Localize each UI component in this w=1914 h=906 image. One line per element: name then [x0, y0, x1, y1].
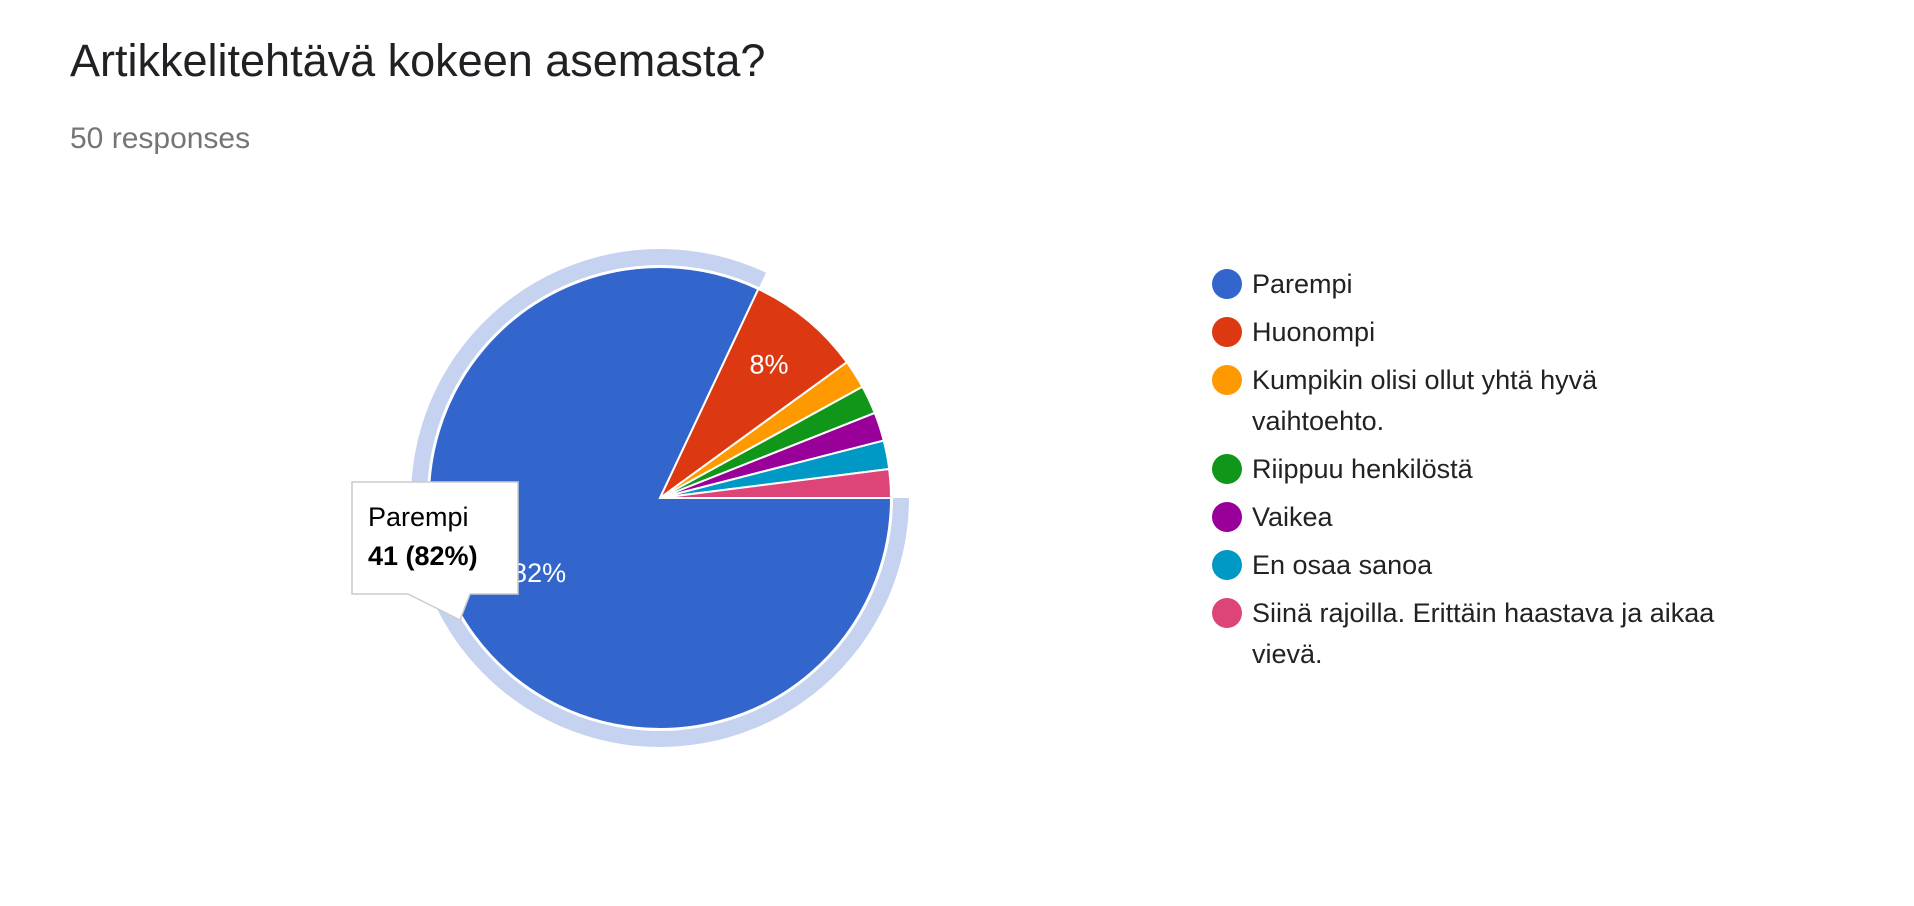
legend-marker — [1212, 269, 1242, 299]
legend-label: Riippuu henkilöstä — [1252, 454, 1473, 484]
pie-slice — [659, 287, 849, 499]
tooltip: Parempi 41 (82%) — [351, 481, 519, 622]
legend-item: Huonompi — [1212, 312, 1732, 353]
legend-marker — [1212, 317, 1242, 347]
pie-slice — [659, 467, 893, 499]
pie-slice — [428, 266, 893, 730]
slice-label: 82% — [512, 558, 566, 588]
legend-label: Parempi — [1252, 269, 1353, 299]
tooltip-label: Parempi — [368, 502, 469, 532]
legend-label: Vaikea — [1252, 502, 1333, 532]
legend-item: Riippuu henkilöstä — [1212, 449, 1732, 490]
slice-label: 8% — [749, 349, 788, 379]
legend-item: Vaikea — [1212, 497, 1732, 538]
tooltip-box — [351, 481, 519, 622]
chart-title: Artikkelitehtävä kokeen asemasta? — [70, 35, 765, 86]
legend-item: Siinä rajoilla. Erittäin haastava ja aik… — [1212, 593, 1732, 675]
legend-marker — [1212, 598, 1242, 628]
legend-label: Siinä rajoilla. Erittäin haastava ja aik… — [1252, 598, 1715, 669]
pie: 82% 8% — [411, 249, 910, 747]
tooltip-value: 41 (82%) — [368, 541, 478, 571]
legend-marker — [1212, 454, 1242, 484]
legend-label: Huonompi — [1252, 317, 1376, 347]
subtitle: 50 responses — [70, 122, 250, 155]
legend-item: Parempi — [1212, 264, 1732, 305]
legend-marker — [1212, 502, 1242, 532]
legend-marker — [1212, 550, 1242, 580]
legend-label: En osaa sanoa — [1252, 550, 1433, 580]
legend-label: Kumpikin olisi ollut yhtä hyvä vaihtoeht… — [1252, 365, 1598, 436]
legend-marker — [1212, 365, 1242, 395]
legend-item: En osaa sanoa — [1212, 545, 1732, 586]
legend-item: Kumpikin olisi ollut yhtä hyvä vaihtoeht… — [1212, 360, 1732, 442]
legend: Parempi Huonompi Kumpikin olisi ollut yhtä… — [1212, 264, 1732, 682]
